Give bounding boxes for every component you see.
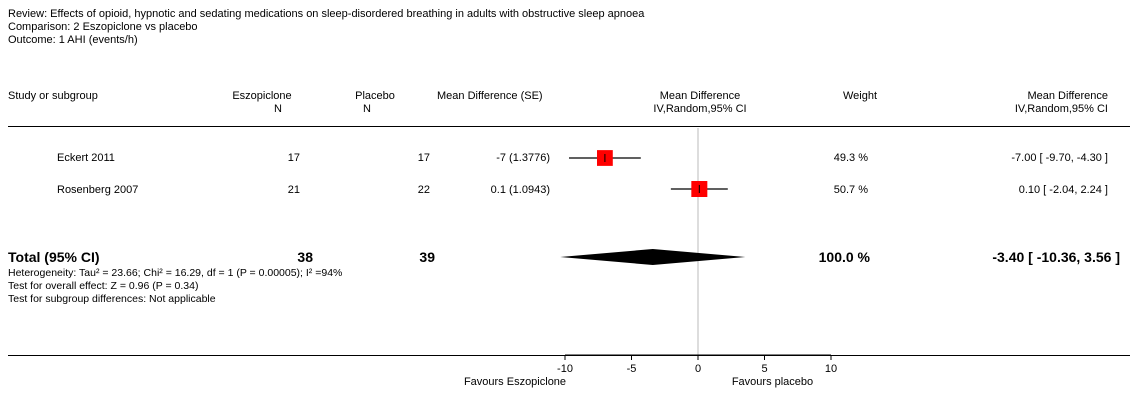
favours-right-label: Favours placebo — [731, 376, 814, 388]
subgroup-note: Test for subgroup differences: Not appli… — [8, 293, 216, 305]
x-tick-label: 0 — [695, 363, 701, 375]
col-md-ci-sub: IV,Random,95% CI — [1014, 103, 1108, 115]
total-n-placebo: 39 — [419, 249, 435, 265]
col-placebo-n: N — [363, 103, 371, 115]
col-study: Study or subgroup — [8, 90, 98, 102]
total-weight: 100.0 % — [818, 249, 870, 265]
outcome-title: Outcome: 1 AHI (events/h) — [8, 34, 138, 46]
total-ci-text: -3.40 [ -10.36, 3.56 ] — [992, 249, 1120, 265]
x-tick-label: 5 — [761, 363, 767, 375]
study-weight: 50.7 % — [833, 184, 868, 196]
study-md-se: -7 (1.3776) — [496, 152, 550, 164]
col-eszopiclone-n: N — [274, 103, 282, 115]
x-tick-label: -5 — [627, 363, 637, 375]
overall-effect-note: Test for overall effect: Z = 0.96 (P = 0… — [8, 280, 199, 292]
study-n-placebo: 22 — [417, 184, 430, 196]
col-eszopiclone: Eszopiclone — [232, 90, 292, 102]
study-name: Rosenberg 2007 — [57, 184, 139, 196]
comparison-title: Comparison: 2 Eszopiclone vs placebo — [8, 21, 198, 33]
col-md-plot-sub: IV,Random,95% CI — [653, 103, 747, 115]
col-md-se: Mean Difference (SE) — [437, 90, 543, 102]
col-weight: Weight — [843, 90, 878, 102]
study-weight: 49.3 % — [833, 152, 868, 164]
study-n-placebo: 17 — [417, 152, 430, 164]
col-placebo: Placebo — [355, 90, 395, 102]
col-md-ci-title: Mean Difference — [1027, 90, 1108, 102]
total-n-eszopiclone: 38 — [297, 249, 313, 265]
x-tick-label: -10 — [557, 363, 573, 375]
favours-left-label: Favours Eszopiclone — [463, 376, 567, 388]
total-label: Total (95% CI) — [8, 249, 100, 265]
study-ci-text: -7.00 [ -9.70, -4.30 ] — [1011, 152, 1108, 164]
study-n-eszopiclone: 21 — [287, 184, 300, 196]
study-n-eszopiclone: 17 — [287, 152, 300, 164]
heterogeneity-note: Heterogeneity: Tau² = 23.66; Chi² = 16.2… — [8, 267, 343, 279]
study-md-se: 0.1 (1.0943) — [490, 184, 550, 196]
review-title: Review: Effects of opioid, hypnotic and … — [8, 8, 645, 20]
x-tick-label: 10 — [825, 363, 837, 375]
study-name: Eckert 2011 — [57, 152, 115, 164]
col-md-plot-title: Mean Difference — [659, 90, 741, 102]
study-ci-text: 0.10 [ -2.04, 2.24 ] — [1018, 184, 1108, 196]
header-rule — [8, 126, 1130, 127]
pooled-diamond — [560, 249, 746, 265]
